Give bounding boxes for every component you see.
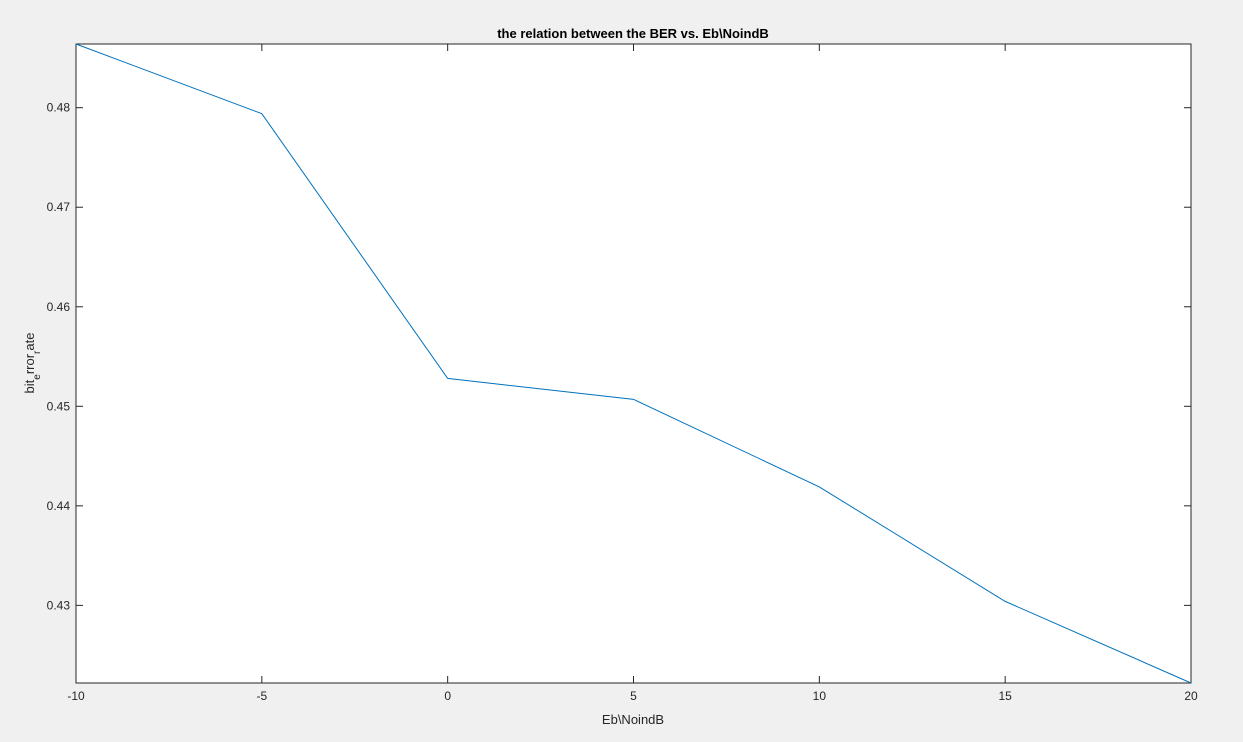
x-axis-label: Eb\NoindB: [602, 712, 664, 727]
y-tick-label: 0.44: [47, 499, 71, 513]
y-tick-label: 0.48: [47, 101, 71, 115]
y-tick-label: 0.46: [47, 300, 71, 314]
y-tick-label: 0.43: [47, 598, 71, 612]
y-tick-label: 0.45: [47, 399, 71, 413]
x-tick-label: -5: [256, 689, 267, 703]
series-line: [75, 43, 1192, 684]
tick-labels: -10 -5 0 5 10 15 20 0.43 0.44 0.45 0.46 0.47 0.48: [47, 101, 1198, 703]
y-axis-label-subscript: e: [32, 374, 43, 380]
y-tick-label: 0.47: [47, 200, 71, 214]
y-axis-label-subscript: r: [32, 350, 43, 354]
x-tick-label: 15: [998, 689, 1012, 703]
x-tick-label: 10: [813, 689, 827, 703]
x-tick-label: 20: [1184, 689, 1198, 703]
y-axis-label-part: ate: [22, 333, 37, 351]
x-tick-label: 0: [444, 689, 451, 703]
series-lines: [75, 43, 1192, 684]
y-axis-label-part: bit: [22, 379, 37, 393]
chart-title: the relation between the BER vs. Eb\Noin…: [497, 26, 769, 41]
plot-area: [75, 43, 1192, 684]
x-tick-label: -10: [67, 689, 85, 703]
ticks: [75, 44, 1192, 683]
y-axis-label-part: rror: [22, 353, 37, 374]
y-axis-label: biterrorrate: [22, 333, 43, 394]
x-tick-label: 5: [630, 689, 637, 703]
